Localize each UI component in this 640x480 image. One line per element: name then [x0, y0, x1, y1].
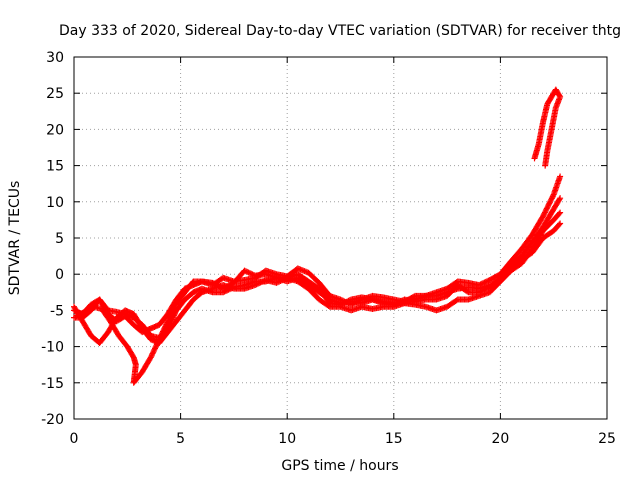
data-point — [556, 221, 563, 228]
data-point — [249, 271, 256, 278]
data-point — [550, 192, 557, 199]
data-point — [478, 280, 485, 287]
data-points — [71, 86, 564, 386]
y-tick-label: -20 — [41, 412, 64, 428]
data-point — [390, 301, 397, 308]
series-spike — [531, 86, 564, 169]
y-tick-label: 25 — [46, 86, 64, 102]
data-point — [393, 300, 400, 307]
y-tick-label: 5 — [55, 231, 64, 247]
data-point — [260, 278, 267, 285]
x-tick-label: 5 — [176, 431, 185, 447]
data-point — [478, 288, 485, 295]
chart-title: Day 333 of 2020, Sidereal Day-to-day VTE… — [59, 23, 621, 39]
data-point — [557, 209, 564, 216]
y-tick-label: 30 — [46, 50, 64, 66]
y-tick-label: -10 — [41, 340, 64, 356]
data-point — [481, 286, 488, 293]
data-point — [258, 278, 265, 285]
data-point — [244, 268, 251, 275]
data-point — [477, 288, 484, 295]
data-point — [253, 281, 260, 288]
data-point — [556, 210, 563, 217]
data-point — [484, 285, 491, 292]
data-point — [257, 279, 264, 286]
data-point — [481, 279, 488, 286]
data-point — [484, 278, 491, 285]
data-point — [557, 173, 564, 180]
data-point — [557, 220, 564, 227]
series-track-4 — [71, 195, 564, 336]
y-tick-label: 15 — [46, 159, 64, 175]
data-point — [252, 282, 259, 289]
data-point — [482, 286, 489, 293]
data-point — [398, 297, 405, 304]
data-point — [246, 270, 253, 277]
data-point — [256, 280, 263, 287]
data-point — [248, 270, 255, 277]
data-point — [557, 195, 564, 202]
data-point — [394, 299, 401, 306]
data-point — [476, 289, 483, 296]
data-point — [542, 162, 549, 169]
x-tick-label: 25 — [598, 431, 616, 447]
data-point — [241, 267, 248, 274]
data-point — [556, 196, 563, 203]
data-point — [476, 282, 483, 289]
data-point — [482, 278, 489, 285]
y-tick-label: -5 — [50, 303, 64, 319]
y-tick-label: 10 — [46, 195, 64, 211]
axis-ticks: 0 5 10 15 20 25 -20 -15 -10 -5 0 5 10 15 20 25 30 — [41, 50, 616, 447]
grid — [74, 57, 607, 419]
data-point — [242, 268, 249, 275]
y-tick-label: 0 — [55, 267, 64, 283]
data-point — [273, 279, 280, 286]
data-point — [397, 298, 404, 305]
y-tick-label: 20 — [46, 122, 64, 138]
x-tick-label: 0 — [70, 431, 79, 447]
data-point — [396, 299, 403, 306]
x-axis-label: GPS time / hours — [281, 458, 398, 474]
x-tick-label: 20 — [491, 431, 509, 447]
x-tick-label: 10 — [278, 431, 296, 447]
data-point — [254, 280, 261, 287]
series-track-1 — [71, 209, 564, 341]
data-point — [480, 287, 487, 294]
series-track-3 — [73, 173, 564, 386]
y-tick-label: -15 — [41, 376, 64, 392]
data-point — [245, 269, 252, 276]
x-tick-label: 15 — [385, 431, 403, 447]
data-point — [480, 280, 487, 287]
data-point — [392, 300, 399, 307]
data-point — [477, 281, 484, 288]
y-axis-label: SDTVAR / TECUs — [7, 181, 23, 296]
